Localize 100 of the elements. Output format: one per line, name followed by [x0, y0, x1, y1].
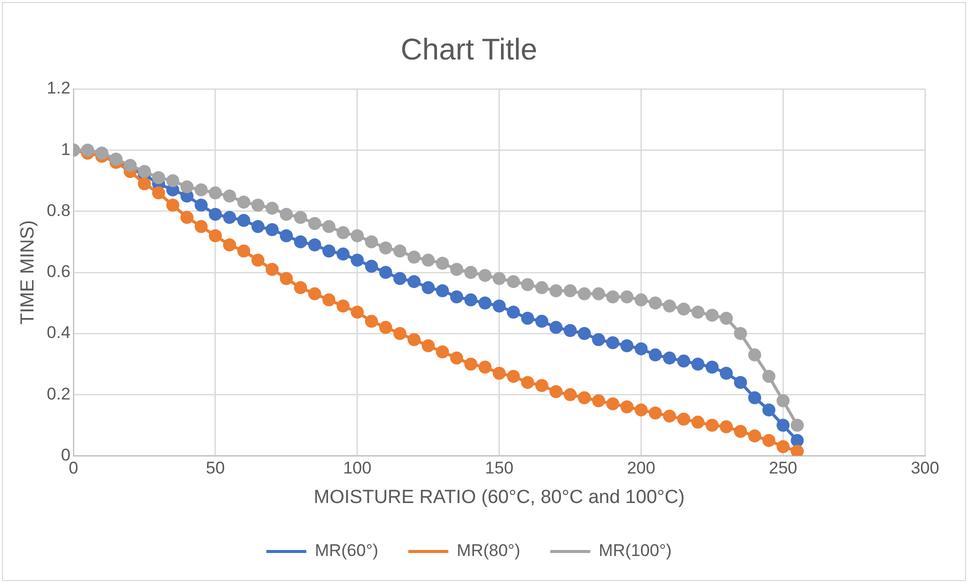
x-tick-label: 200	[626, 458, 656, 478]
x-tick-label: 100	[343, 458, 372, 478]
point	[379, 266, 392, 279]
point	[223, 238, 236, 252]
point	[450, 262, 464, 276]
y-tick-label: 0.4	[46, 323, 70, 342]
point	[308, 287, 322, 300]
point	[578, 287, 591, 300]
point	[294, 281, 308, 294]
point	[564, 388, 577, 402]
point	[790, 418, 804, 432]
y-tick-label: 0.2	[46, 384, 70, 404]
point	[663, 410, 676, 423]
point	[223, 189, 236, 202]
point	[663, 300, 676, 313]
point	[166, 198, 180, 212]
point	[478, 268, 492, 282]
point	[578, 391, 591, 404]
point	[706, 360, 719, 374]
point	[776, 394, 790, 408]
point	[521, 376, 534, 389]
point	[322, 220, 336, 234]
point	[422, 281, 435, 294]
point	[592, 333, 606, 346]
point	[266, 262, 279, 276]
point	[748, 348, 762, 362]
point	[208, 186, 222, 200]
point	[776, 440, 790, 454]
point	[194, 198, 208, 212]
point	[194, 183, 208, 196]
point	[691, 306, 704, 319]
point	[251, 220, 264, 234]
point	[450, 351, 464, 364]
y-tick-label: 1	[60, 140, 70, 159]
point	[152, 171, 166, 184]
x-axis-title: MOISTURE RATIO (60°C, 80°C and 100°C)	[314, 486, 685, 508]
point	[677, 412, 690, 426]
point	[648, 406, 662, 420]
point	[634, 403, 648, 416]
point	[180, 180, 194, 194]
point	[393, 272, 406, 286]
point	[336, 300, 350, 313]
y-tick-label: 0	[60, 445, 70, 464]
point	[322, 244, 336, 258]
point	[535, 281, 548, 294]
y-tick-label: 1.2	[46, 78, 70, 98]
point	[208, 208, 222, 221]
point	[492, 300, 506, 313]
point	[336, 226, 350, 240]
point	[776, 418, 790, 432]
point	[790, 434, 804, 448]
point	[748, 391, 762, 404]
point	[506, 306, 520, 319]
x-tick-label: 250	[768, 458, 798, 478]
point	[436, 345, 449, 358]
legend-label: MR(60°)	[314, 541, 378, 560]
point	[706, 418, 719, 432]
point	[350, 254, 364, 267]
point	[308, 238, 322, 252]
point	[379, 320, 392, 334]
point	[549, 385, 562, 398]
point	[535, 378, 548, 392]
point	[648, 296, 662, 310]
point	[677, 354, 690, 368]
point	[691, 416, 704, 429]
point	[294, 235, 308, 248]
point	[251, 198, 264, 212]
point	[720, 420, 733, 434]
point	[350, 229, 364, 242]
point	[379, 241, 392, 254]
point	[521, 312, 534, 325]
chart-title: Chart Title	[400, 33, 538, 66]
point	[364, 235, 378, 248]
point	[720, 312, 733, 325]
point	[266, 202, 279, 215]
point	[620, 339, 634, 352]
point	[422, 254, 435, 267]
point	[464, 266, 478, 279]
point	[294, 210, 308, 224]
point	[124, 158, 137, 172]
point	[620, 290, 634, 304]
point	[408, 333, 421, 346]
point	[408, 275, 421, 288]
point	[464, 293, 478, 306]
y-tick-label: 0.8	[46, 200, 70, 220]
point	[180, 210, 194, 224]
x-tick-label: 300	[910, 458, 940, 478]
point	[280, 229, 293, 242]
point	[634, 293, 648, 306]
point	[237, 244, 250, 258]
x-tick-label: 50	[206, 458, 225, 478]
point	[606, 397, 620, 410]
point	[762, 434, 776, 448]
point	[663, 351, 676, 364]
point	[478, 296, 492, 310]
point	[620, 400, 634, 414]
point	[691, 358, 704, 371]
point	[336, 248, 350, 261]
point	[408, 250, 421, 264]
point	[748, 429, 762, 442]
